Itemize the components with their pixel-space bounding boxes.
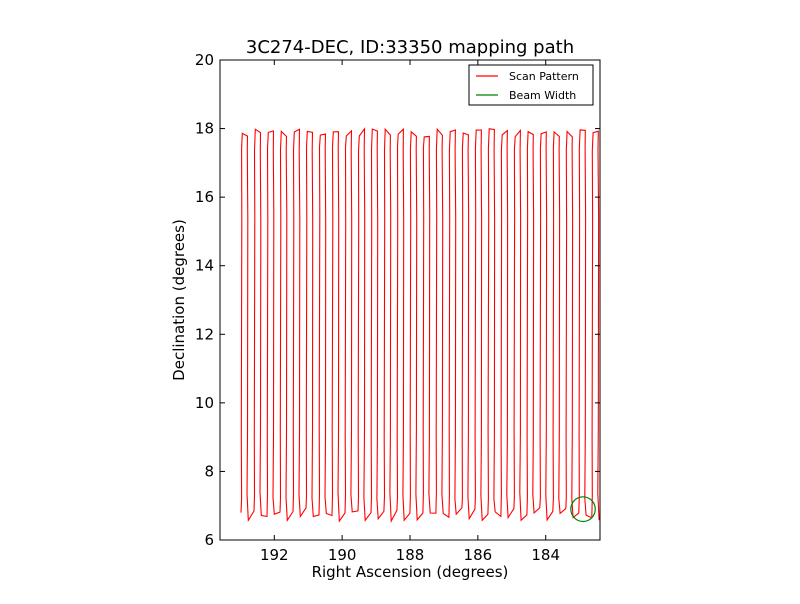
x-tick-label: 188 — [396, 546, 425, 564]
beam-width-circle — [570, 496, 596, 523]
legend: Scan Pattern Beam Width — [468, 64, 594, 106]
x-axis-label: Right Ascension (degrees) — [312, 563, 509, 581]
beam-width-series — [570, 496, 596, 523]
y-tick-label: 14 — [195, 257, 214, 275]
x-tick-label: 192 — [260, 546, 289, 564]
legend-label-beam: Beam Width — [509, 89, 576, 102]
scan-pattern-series — [240, 127, 600, 524]
y-axis-label: Declination (degrees) — [170, 219, 188, 381]
y-tick-label: 16 — [195, 188, 214, 206]
scan-pattern-line — [240, 127, 600, 524]
y-tick-label: 8 — [204, 462, 214, 480]
y-tick-label: 10 — [195, 394, 214, 412]
x-axis: 192 190 188 186 184 — [260, 60, 560, 564]
x-tick-label: 184 — [531, 546, 560, 564]
y-tick-label: 6 — [204, 531, 214, 549]
chart-title: 3C274-DEC, ID:33350 mapping path — [246, 37, 574, 58]
y-tick-label: 12 — [195, 325, 214, 343]
legend-label-scan: Scan Pattern — [509, 70, 579, 83]
x-tick-label: 190 — [328, 546, 357, 564]
legend-box — [468, 64, 594, 106]
y-axis: 6 8 10 12 14 16 18 20 — [195, 51, 600, 549]
y-tick-label: 20 — [195, 51, 214, 69]
y-tick-label: 18 — [195, 120, 214, 138]
x-tick-label: 186 — [464, 546, 493, 564]
